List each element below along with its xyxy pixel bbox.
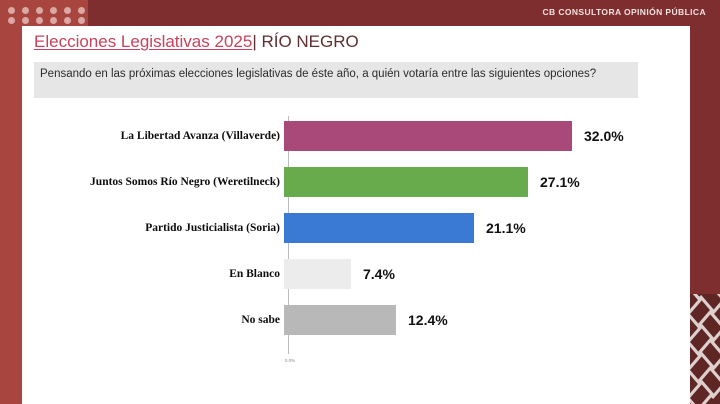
bar-row: Juntos Somos Río Negro (Weretilneck) 27.… [22,158,690,206]
bar-category-label: No sabe [241,314,280,326]
bar-value-label: 21.1% [486,220,526,236]
bar-rect [284,121,572,151]
bar-value-label: 7.4% [363,266,395,282]
bar-rect [284,305,396,335]
bar-category-label: Juntos Somos Río Negro (Weretilneck) [90,176,280,188]
title-primary: Elecciones Legislativas 2025 [34,32,253,51]
brand-label: CB CONSULTORA OPINIÓN PÚBLICA [542,7,706,17]
bar-value-label: 32.0% [584,128,624,144]
bar-chart: 0.0% La Libertad Avanza (Villaverde) 32.… [22,112,690,392]
bar-category-label: En Blanco [229,268,280,280]
bar-category-label: Partido Justicialista (Soria) [145,222,280,234]
bar-row: Partido Justicialista (Soria) 21.1% [22,204,690,252]
bar-row: La Libertad Avanza (Villaverde) 32.0% [22,112,690,160]
page-title: Elecciones Legislativas 2025| RÍO NEGRO [34,32,359,52]
bar-value-label: 12.4% [408,312,448,328]
dots-pattern-icon [4,5,88,25]
background-left-top-accent [0,0,88,26]
title-secondary: | RÍO NEGRO [252,32,359,51]
bar-category-label: La Libertad Avanza (Villaverde) [120,130,280,142]
slide-card: Elecciones Legislativas 2025| RÍO NEGRO … [22,26,690,404]
bar-rect [284,213,474,243]
question-banner: Pensando en las próximas elecciones legi… [34,62,638,98]
bar-rect [284,167,528,197]
axis-tick-label-zero: 0.0% [284,358,296,363]
bar-value-label: 27.1% [540,174,580,190]
bar-row: No sabe 12.4% [22,296,690,344]
bar-row: En Blanco 7.4% [22,250,690,298]
bar-rect [284,259,351,289]
background-left-accent-bar [0,0,22,404]
